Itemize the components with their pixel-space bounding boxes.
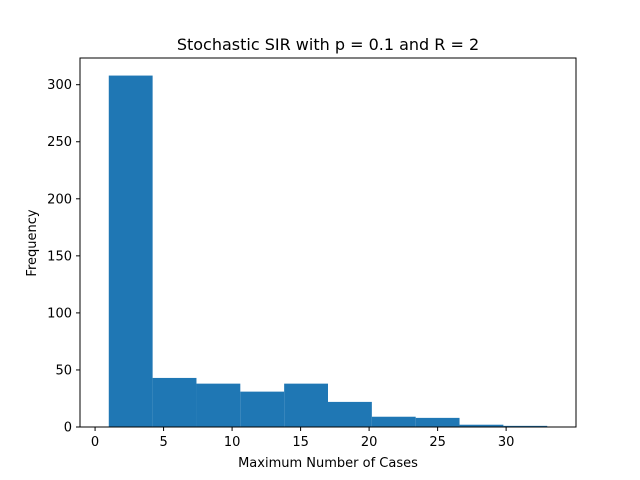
histogram-bar (328, 401, 372, 427)
y-axis-label: Frequency (25, 209, 40, 276)
histogram-bar (152, 377, 197, 427)
histogram-bar (415, 417, 460, 427)
y-tick-label: 200 (47, 192, 72, 207)
histogram-bar (240, 391, 285, 427)
y-tick-label: 100 (47, 306, 72, 321)
histogram-bar (459, 424, 504, 427)
x-tick-label: 30 (498, 435, 515, 450)
x-tick-label: 20 (361, 435, 378, 450)
x-axis-ticks: 0 5 10 15 20 25 30 (91, 427, 514, 450)
x-tick-label: 15 (292, 435, 309, 450)
histogram-bars (108, 75, 548, 428)
chart-title: Stochastic SIR with p = 0.1 and R = 2 (177, 35, 479, 54)
y-axis-ticks: 0 50 100 150 200 250 300 (47, 78, 80, 436)
x-tick-label: 5 (159, 435, 167, 450)
y-tick-label: 150 (47, 249, 72, 264)
plot-frame (79, 57, 577, 428)
histogram-bar (503, 425, 548, 427)
histogram-bar (108, 75, 153, 428)
x-tick-label: 25 (429, 435, 446, 450)
y-tick-label: 0 (64, 421, 72, 436)
x-tick-label: 0 (91, 435, 99, 450)
y-tick-label: 50 (55, 363, 72, 378)
histogram-bar (371, 416, 416, 427)
histogram-bar (284, 383, 328, 427)
x-tick-label: 10 (224, 435, 241, 450)
y-tick-label: 250 (47, 135, 72, 150)
x-axis-label: Maximum Number of Cases (238, 456, 418, 471)
histogram-bar (196, 383, 241, 427)
y-tick-label: 300 (47, 78, 72, 93)
